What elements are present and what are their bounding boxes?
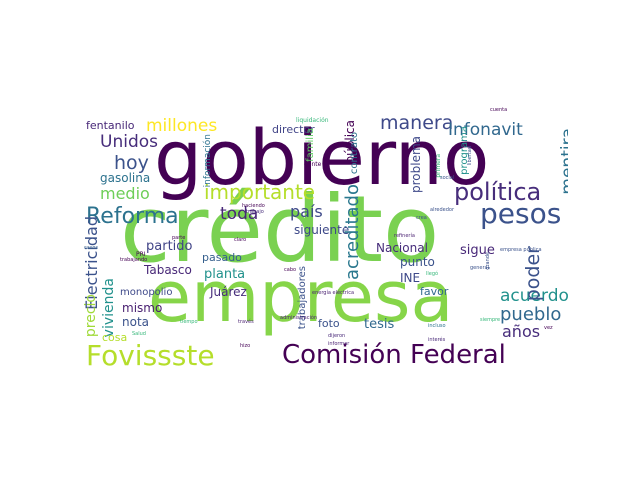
word-0: crédito [120,176,440,283]
word-44: foto [318,317,340,330]
word-6: pesos [480,197,562,230]
word-60: crea [416,215,427,221]
word-51: familia [305,128,316,162]
word-cloud: crédito gobierno empresa Comisión Federal Fo… [80,106,568,386]
word-3: Comisión Federal [282,340,506,370]
word-32: Juárez [210,285,247,299]
word-53: liquidación [296,117,329,124]
word-72: cabo [284,267,297,273]
word-56: trabajo [246,209,264,215]
word-13: Infonavit [448,120,523,140]
word-85: grande [485,252,491,270]
word-55: haciendo [242,203,265,209]
word-2: empresa [148,256,454,338]
word-21: poder [522,246,544,302]
word-36: cosa [102,331,128,344]
word-12: manera [380,112,454,134]
word-33: monopolio [120,287,173,298]
word-78: hizo [240,343,251,349]
word-28: partido [146,239,193,254]
word-73: llegó [426,271,439,277]
word-22: mentira [558,128,568,195]
word-68: tiempo [180,319,198,325]
word-26: fentanilo [86,119,135,132]
word-10: importante [204,180,316,204]
word-59: alrededor [430,207,455,213]
word-49: información [203,134,213,188]
word-14: Unidos [100,132,158,152]
word-42: tesis [364,317,395,332]
word-38: Nacional [376,241,428,255]
word-16: medio [100,184,150,203]
word-76: interés [428,337,446,343]
word-45: director [272,123,315,136]
word-5: Reforma [86,204,179,229]
word-34: mismo [122,301,163,315]
word-75: siempre [480,317,501,323]
word-81: informar [328,341,350,347]
word-15: hoy [114,152,149,174]
word-17: toda [220,204,259,224]
word-39: punto [400,255,435,269]
word-64: claro [234,237,247,243]
word-23: años [502,322,541,341]
word-69: través [238,319,254,325]
word-48: contrato [349,132,360,175]
word-65: casos [84,245,99,251]
word-31: Tabasco [144,263,192,277]
word-1: gobierno [154,113,490,202]
word-70: energía eléctrica [312,290,355,296]
word-27: gasolina [100,171,151,185]
word-82: dijeron [328,333,346,339]
word-20: acuerdo [500,286,568,306]
word-83: cuenta [490,107,508,113]
word-41: favor [420,285,449,298]
word-19: pueblo [500,304,562,325]
word-25: precio [83,294,99,338]
word-40: INE [400,271,421,285]
word-80: vez [544,325,553,331]
word-43: sigue [460,243,495,258]
word-29: planta [204,267,246,282]
word-79: Salud [132,331,146,337]
word-58: social [440,175,455,181]
word-63: parte [172,235,186,241]
word-67: trabajando [120,257,148,263]
word-77: incluso [428,323,446,329]
word-66: PRI [136,251,146,258]
word-47: problema [409,136,423,194]
word-18: país [290,202,323,221]
word-74: general [470,265,490,271]
word-62: refinería [394,233,415,239]
word-24: vivienda [101,278,117,338]
word-71: administración [280,315,318,321]
word-30: pasado [202,251,242,264]
word-7: política [454,178,542,206]
word-54: gente [304,161,322,168]
word-84: libertad [467,146,473,166]
word-35: nota [122,315,150,329]
word-61: empresa pública [500,247,542,253]
word-37: siguiente [294,223,350,237]
word-4: Fovissste [86,339,215,372]
word-11: millones [146,116,218,136]
